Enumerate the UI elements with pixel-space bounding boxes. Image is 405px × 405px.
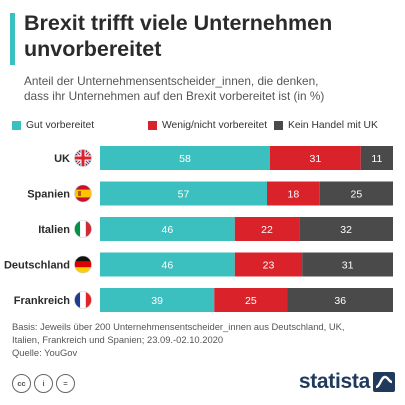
bar-segment — [287, 288, 393, 312]
bar-segment — [100, 181, 268, 206]
legend-label-unprepared: Wenig/nicht vorbereitet — [162, 120, 268, 131]
bar-segment — [234, 217, 300, 241]
category-label: UK — [54, 153, 70, 165]
bar-segment — [299, 217, 393, 241]
data-label: 32 — [340, 224, 352, 236]
data-label: 39 — [151, 295, 163, 307]
bar-segment — [302, 252, 393, 277]
chart-subtitle-line-1: Anteil der Unternehmensentscheider_innen… — [24, 74, 319, 88]
footnote: Basis: Jeweils über 200 Unternehmensents… — [12, 320, 395, 359]
statista-logo-text: statista — [298, 370, 370, 393]
chart-subtitle-line-2: dass ihr Unternehmen auf den Brexit vorb… — [24, 89, 325, 103]
data-label: 46 — [162, 224, 174, 236]
category-label: Frankreich — [14, 295, 71, 307]
data-label: 23 — [263, 260, 275, 272]
bar-segment — [360, 146, 393, 170]
license-icons: cc i = — [12, 374, 78, 393]
chart-title-line-2: unvorbereitet — [24, 37, 162, 61]
bar-segment — [319, 181, 393, 206]
data-label: 31 — [342, 260, 354, 272]
uk-flag-icon — [74, 149, 92, 167]
data-label: 57 — [178, 189, 190, 201]
legend-swatch-prepared — [12, 121, 21, 130]
data-label: 58 — [179, 153, 191, 165]
bar-segment — [100, 146, 270, 170]
data-label: 36 — [334, 295, 346, 307]
category-label: Spanien — [27, 189, 70, 201]
statista-logo-mark — [373, 372, 395, 392]
title-accent-bar — [10, 13, 15, 65]
no-derivatives-icon[interactable]: = — [56, 374, 75, 393]
germany-flag-icon — [74, 255, 92, 274]
legend-swatch-unprepared — [148, 121, 157, 130]
italy-flag-icon — [74, 220, 92, 238]
legend-swatch-nodeal — [274, 121, 283, 130]
bar-segment — [100, 288, 215, 312]
legend-label-prepared: Gut vorbereitet — [26, 120, 95, 131]
attribution-icon[interactable]: i — [34, 374, 53, 393]
category-label: Deutschland — [4, 260, 70, 272]
legend-label-nodeal: Kein Handel mit UK — [288, 120, 378, 131]
data-label: 46 — [162, 260, 174, 272]
legend-item-nodeal: Kein Handel mit UK — [274, 120, 378, 131]
bar-segment — [269, 146, 361, 170]
bar-segment — [214, 288, 288, 312]
statista-logo[interactable]: statista — [299, 370, 395, 394]
chart-title-line-1: Brexit trifft viele Unternehmen — [24, 11, 333, 35]
stacked-bar-chart: UK 58 31 11 Spanien 57 18 25 Italien 46 22 32 Deutsc… — [4, 146, 393, 312]
legend-item-unprepared: Wenig/nicht vorbereitet — [148, 120, 267, 131]
france-flag-icon — [74, 291, 92, 309]
statista-wave-icon — [375, 375, 393, 389]
data-label: 22 — [261, 224, 273, 236]
spain-flag-icon — [74, 184, 92, 203]
creative-commons-icon[interactable]: cc — [12, 374, 31, 393]
data-label: 11 — [371, 153, 382, 165]
bar-segment — [100, 217, 235, 241]
chart-subtitle: Anteil der Unternehmensentscheider_innen… — [24, 74, 397, 104]
data-label: 25 — [245, 295, 257, 307]
data-label: 18 — [288, 189, 300, 201]
legend-item-prepared: Gut vorbereitet — [12, 120, 94, 131]
data-label: 31 — [310, 153, 322, 165]
bar-segment — [100, 252, 235, 277]
category-label: Italien — [38, 224, 70, 236]
footnote-basis-line-2: Italien, Frankreich und Spanien; 23.09.-… — [12, 334, 224, 345]
data-label: 25 — [351, 189, 363, 201]
footnote-basis-line-1: Basis: Jeweils über 200 Unternehmensents… — [12, 321, 345, 332]
bar-segment — [267, 181, 320, 206]
bar-segment — [234, 252, 303, 277]
footnote-source: Quelle: YouGov — [12, 347, 78, 358]
chart-title: Brexit trifft viele Unternehmen unvorber… — [24, 10, 399, 62]
